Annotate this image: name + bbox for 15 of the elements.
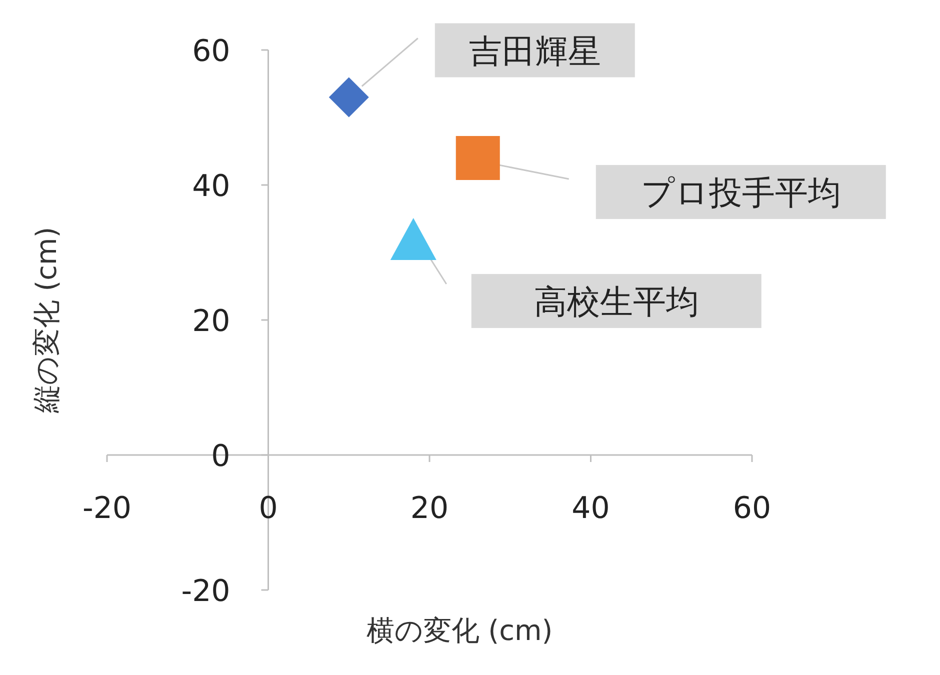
x-tick-label: 60 <box>732 491 772 526</box>
y-tick-label: 60 <box>192 34 230 69</box>
text: 吉田輝星 <box>468 31 601 70</box>
x-tick-label: 20 <box>410 491 449 526</box>
x-tick-label: 0 <box>258 491 278 526</box>
x-tick-label: 40 <box>572 491 610 526</box>
y-tick-label: 40 <box>192 169 230 204</box>
y-tick-label: 20 <box>192 304 230 339</box>
text: プロ投手平均 <box>640 173 841 212</box>
y-axis-title: 縦の変化 (cm) <box>30 226 63 414</box>
x-axis-title: 横の変化 (cm) <box>366 614 553 647</box>
y-tick-label: -20 <box>181 574 230 609</box>
text: 高校生平均 <box>534 282 699 321</box>
y-tick-label: 0 <box>211 439 230 474</box>
x-tick-label: -20 <box>82 491 132 526</box>
